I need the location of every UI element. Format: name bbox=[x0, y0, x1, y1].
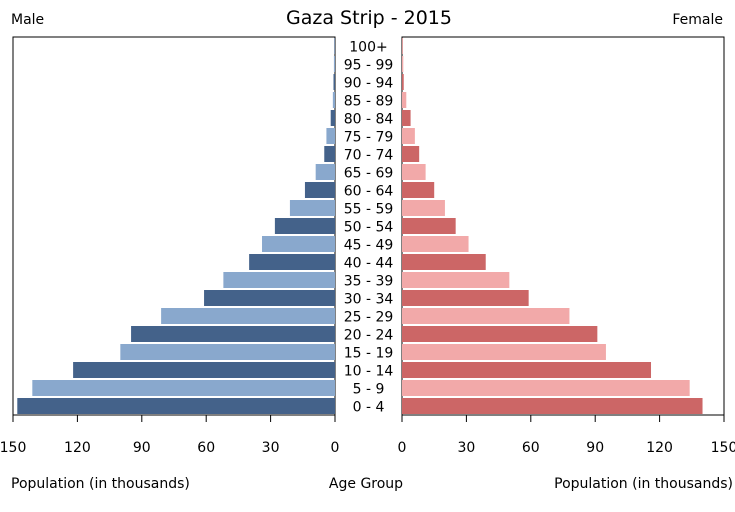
female-tick-label: 30 bbox=[457, 440, 475, 456]
female-tick-label: 150 bbox=[711, 440, 735, 456]
male-bar bbox=[315, 164, 335, 180]
male-bar bbox=[17, 398, 335, 414]
male-tick-label: 60 bbox=[197, 440, 215, 456]
age-group-label: 55 - 59 bbox=[344, 202, 394, 218]
male-bar bbox=[120, 344, 335, 360]
female-bar bbox=[402, 146, 420, 162]
female-bar bbox=[402, 38, 403, 54]
male-bar bbox=[32, 380, 335, 396]
female-tick-label: 0 bbox=[398, 440, 407, 456]
female-bar bbox=[402, 380, 690, 396]
age-group-labels: 0 - 4 5 - 9 10 - 14 15 - 19 20 - 24 25 - 29 30… bbox=[344, 40, 394, 416]
female-bar bbox=[402, 344, 606, 360]
female-bars bbox=[402, 38, 703, 414]
female-bar bbox=[402, 110, 411, 126]
age-group-label: 35 - 39 bbox=[344, 274, 394, 290]
male-tick-label: 90 bbox=[133, 440, 151, 456]
female-bar bbox=[402, 164, 426, 180]
female-bar bbox=[402, 92, 407, 108]
male-bar bbox=[289, 200, 335, 216]
female-tick-label: 90 bbox=[586, 440, 604, 456]
female-bar bbox=[402, 398, 703, 414]
female-x-axis-label: Population (in thousands) bbox=[554, 476, 733, 492]
male-bar bbox=[333, 56, 335, 72]
male-bar bbox=[131, 326, 335, 342]
left-panel-label: Male bbox=[11, 12, 44, 28]
age-group-label: 70 - 74 bbox=[344, 148, 394, 164]
age-group-label: 60 - 64 bbox=[344, 184, 394, 200]
male-bar bbox=[249, 254, 335, 270]
age-group-axis-label: Age Group bbox=[329, 476, 403, 492]
age-group-label: 50 - 54 bbox=[344, 220, 394, 236]
female-bar bbox=[402, 182, 435, 198]
female-bar bbox=[402, 74, 404, 90]
male-bar bbox=[326, 128, 335, 144]
female-bar bbox=[402, 128, 415, 144]
age-group-label: 40 - 44 bbox=[344, 256, 394, 272]
female-bar bbox=[402, 254, 486, 270]
male-bar bbox=[332, 92, 335, 108]
female-bar bbox=[402, 326, 598, 342]
male-tick-label: 30 bbox=[262, 440, 280, 456]
age-group-label: 80 - 84 bbox=[344, 112, 394, 128]
male-bar bbox=[334, 38, 335, 54]
female-tick-label: 60 bbox=[522, 440, 540, 456]
female-bar bbox=[402, 272, 510, 288]
age-group-label: 0 - 4 bbox=[353, 400, 385, 416]
age-group-label: 30 - 34 bbox=[344, 292, 394, 308]
male-bar bbox=[330, 110, 335, 126]
male-tick-label: 150 bbox=[0, 440, 26, 456]
age-group-label: 20 - 24 bbox=[344, 328, 394, 344]
male-bar bbox=[73, 362, 336, 378]
age-group-label: 65 - 69 bbox=[344, 166, 394, 182]
age-group-label: 90 - 94 bbox=[344, 76, 394, 92]
age-group-label: 100+ bbox=[349, 40, 387, 56]
male-bar bbox=[324, 146, 335, 162]
female-bar bbox=[402, 56, 404, 72]
age-group-label: 95 - 99 bbox=[344, 58, 394, 74]
female-bar bbox=[402, 200, 445, 216]
male-x-axis: 150 120 90 60 30 0 bbox=[0, 415, 339, 456]
male-bar bbox=[262, 236, 335, 252]
female-bar bbox=[402, 308, 570, 324]
male-tick-label: 0 bbox=[331, 440, 340, 456]
male-bars bbox=[17, 38, 336, 414]
male-bar bbox=[161, 308, 335, 324]
female-tick-label: 120 bbox=[646, 440, 673, 456]
male-bar bbox=[223, 272, 335, 288]
male-x-axis-label: Population (in thousands) bbox=[11, 476, 190, 492]
age-group-label: 85 - 89 bbox=[344, 94, 394, 110]
age-group-label: 25 - 29 bbox=[344, 310, 394, 326]
male-tick-label: 120 bbox=[64, 440, 91, 456]
chart-title: Gaza Strip - 2015 bbox=[286, 7, 452, 29]
female-bar bbox=[402, 236, 469, 252]
male-bar bbox=[204, 290, 335, 306]
age-group-label: 5 - 9 bbox=[353, 382, 385, 398]
female-bar bbox=[402, 218, 456, 234]
female-bar bbox=[402, 290, 529, 306]
female-bar bbox=[402, 362, 652, 378]
female-x-axis: 0 30 60 90 120 150 bbox=[398, 415, 735, 456]
age-group-label: 10 - 14 bbox=[344, 364, 394, 380]
male-bar bbox=[304, 182, 335, 198]
male-bar bbox=[333, 74, 335, 90]
age-group-label: 75 - 79 bbox=[344, 130, 394, 146]
male-bar bbox=[274, 218, 335, 234]
right-panel-label: Female bbox=[672, 12, 723, 28]
age-group-label: 15 - 19 bbox=[344, 346, 394, 362]
age-group-label: 45 - 49 bbox=[344, 238, 394, 254]
